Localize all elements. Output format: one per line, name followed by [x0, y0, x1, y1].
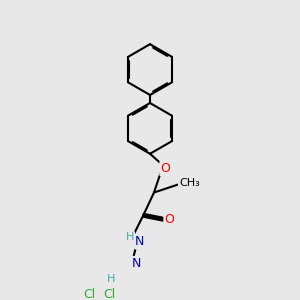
Text: Cl: Cl [83, 288, 96, 300]
Text: H: H [126, 232, 134, 242]
Text: N: N [131, 257, 141, 270]
Text: H: H [107, 274, 116, 284]
Text: CH₃: CH₃ [179, 178, 200, 188]
Text: N: N [135, 236, 145, 248]
Text: O: O [160, 162, 170, 175]
Text: O: O [164, 213, 174, 226]
Text: Cl: Cl [103, 288, 115, 300]
